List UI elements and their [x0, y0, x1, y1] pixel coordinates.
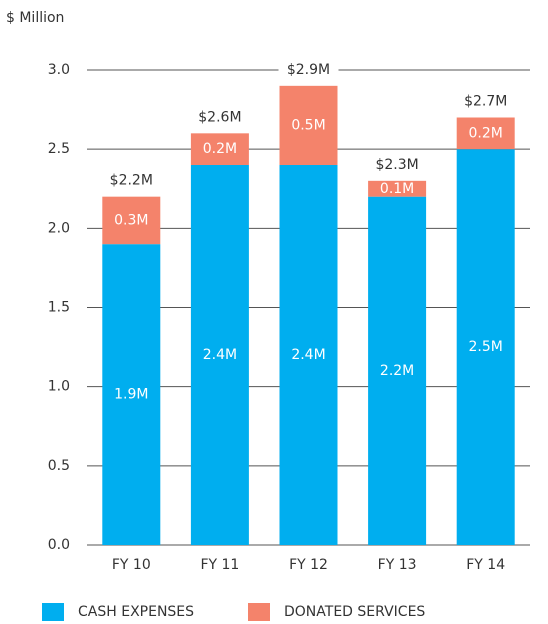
data-label: 2.4M	[291, 347, 325, 363]
total-label: $2.6M	[198, 109, 241, 125]
total-label-bg	[101, 171, 162, 190]
bar-segment	[190, 133, 249, 165]
total-label-bg	[455, 92, 516, 111]
total-label: $2.2M	[110, 173, 153, 189]
bar-segment	[279, 165, 338, 545]
y-tick-label: 0.0	[48, 537, 70, 553]
y-tick-label: 0.5	[48, 458, 70, 474]
x-tick-label: FY 13	[378, 557, 417, 573]
data-label: 1.9M	[114, 387, 148, 403]
total-label-bg	[367, 155, 428, 174]
legend-swatch	[248, 603, 270, 621]
y-tick-label: 3.0	[48, 62, 70, 78]
x-tick-label: FY 14	[466, 557, 505, 573]
legend-label: DONATED SERVICES	[284, 604, 425, 620]
total-label-bg	[278, 60, 339, 79]
bar-segment	[368, 180, 427, 197]
total-label: $2.9M	[287, 62, 330, 78]
data-label: 2.2M	[380, 363, 414, 379]
x-tick-label: FY 12	[289, 557, 328, 573]
total-label: $2.3M	[375, 157, 418, 173]
total-label: $2.7M	[464, 94, 507, 110]
total-label-bg	[189, 108, 250, 127]
data-label: 0.3M	[114, 212, 148, 228]
y-tick-label: 1.0	[48, 379, 70, 395]
data-label: 2.4M	[203, 347, 237, 363]
bar-segment	[102, 244, 161, 545]
data-label: 2.5M	[469, 339, 503, 355]
y-tick-label: 2.5	[48, 141, 70, 157]
bar-segment	[368, 196, 427, 545]
bar-segment	[190, 165, 249, 545]
y-axis-label: $ Million	[6, 10, 64, 26]
legend-swatch	[42, 603, 64, 621]
data-label: 0.2M	[469, 125, 503, 141]
x-tick-label: FY 10	[112, 557, 151, 573]
data-label: 0.1M	[380, 181, 414, 197]
y-tick-label: 2.0	[48, 220, 70, 236]
bar-segment	[456, 149, 515, 545]
y-tick-label: 1.5	[48, 300, 70, 316]
bar-segment	[279, 85, 338, 165]
data-label: 0.2M	[203, 141, 237, 157]
legend-label: CASH EXPENSES	[78, 604, 194, 620]
bar-segment	[102, 196, 161, 245]
bar-segment	[456, 117, 515, 150]
x-tick-label: FY 11	[200, 557, 239, 573]
data-label: 0.5M	[291, 117, 325, 133]
